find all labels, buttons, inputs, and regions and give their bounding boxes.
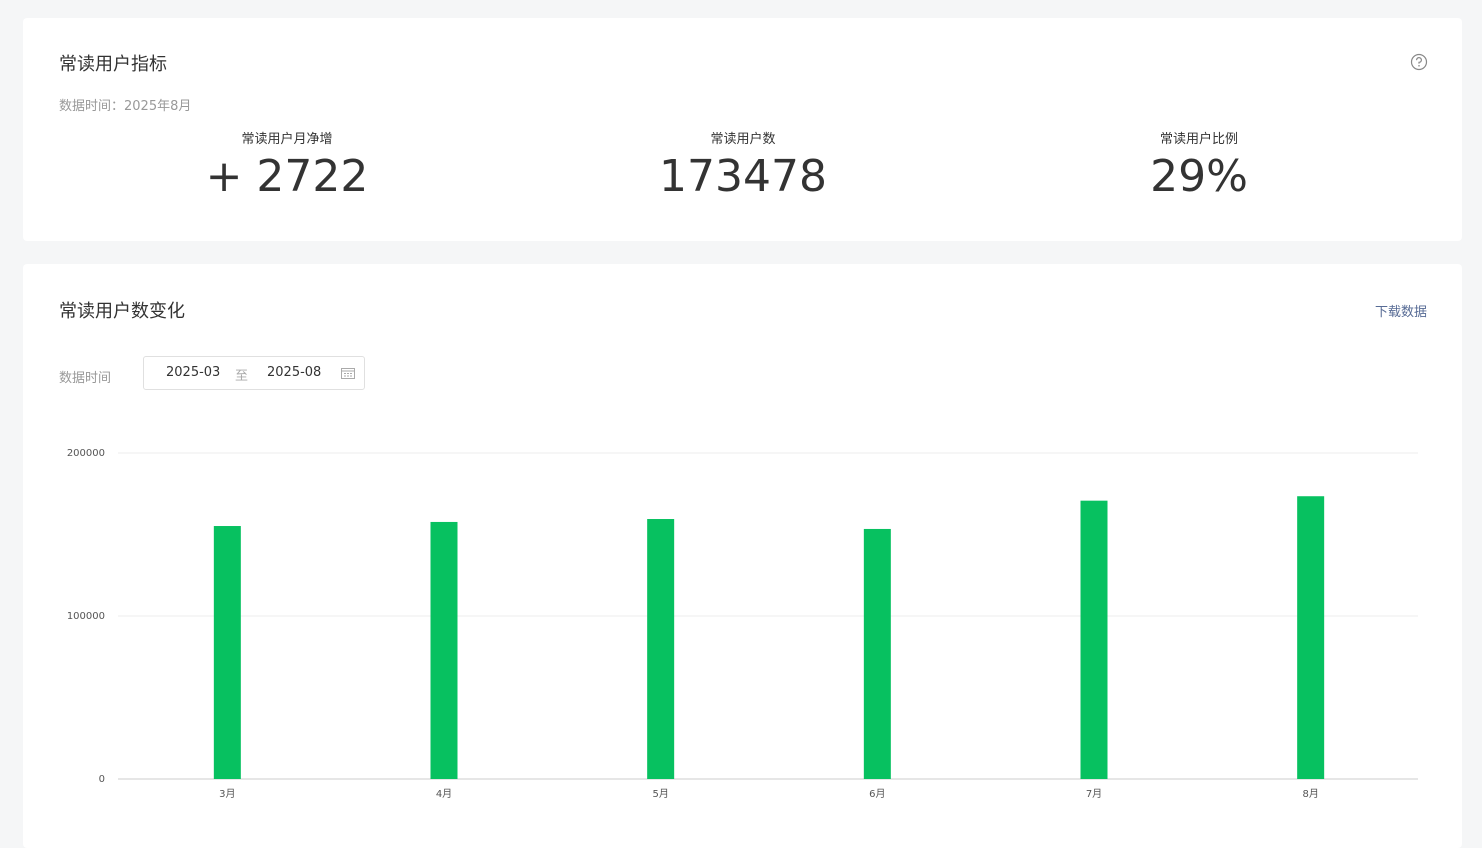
- card-title: 常读用户数变化: [59, 301, 185, 322]
- metric-value: 173478: [659, 151, 827, 202]
- x-tick-label: 7月: [1086, 788, 1102, 800]
- y-tick-label: 100000: [67, 611, 105, 622]
- x-tick-label: 3月: [219, 788, 235, 800]
- metric-label: 常读用户数: [710, 132, 776, 147]
- bar: [647, 519, 675, 779]
- date-label: 数据时间: [59, 371, 112, 386]
- bar: [213, 526, 241, 779]
- y-tick-label: 200000: [67, 448, 105, 459]
- metric-label: 常读用户比例: [1159, 132, 1238, 147]
- bar: [430, 521, 458, 779]
- trend-card: 常读用户数变化 下载数据 数据时间 2025-03 至 2025-08: [23, 264, 1462, 848]
- help-icon[interactable]: [1410, 53, 1428, 71]
- x-tick-label: 8月: [1302, 788, 1318, 800]
- bar: [1297, 496, 1325, 779]
- download-link[interactable]: 下载数据: [1374, 305, 1427, 320]
- x-tick-label: 5月: [652, 788, 668, 800]
- metric-value: 29%: [1150, 151, 1248, 202]
- y-tick-label: 0: [99, 774, 105, 785]
- x-tick-label: 4月: [436, 788, 452, 800]
- bar: [863, 528, 891, 779]
- metric: 常读用户月净增 + 2722: [87, 128, 487, 202]
- bar: [1080, 500, 1108, 779]
- metric: 常读用户比例 29%: [999, 128, 1399, 202]
- metric-label: 常读用户月净增: [241, 132, 333, 147]
- date-range-picker[interactable]: 2025-03 至 2025-08: [143, 356, 365, 390]
- data-time: 数据时间：2025年8月: [59, 99, 192, 114]
- card-title: 常读用户指标: [59, 54, 167, 75]
- metric-value: + 2722: [205, 151, 369, 202]
- metric: 常读用户数 173478: [543, 128, 943, 202]
- start-date[interactable]: 2025-03: [166, 365, 221, 380]
- calendar-icon: [341, 368, 355, 379]
- end-date[interactable]: 2025-08: [267, 365, 322, 380]
- separator: 至: [235, 369, 249, 384]
- metrics-card: 常读用户指标 数据时间：2025年8月 常读用户月净增 + 2722 常读用户数…: [23, 18, 1462, 241]
- x-tick-label: 6月: [869, 788, 885, 800]
